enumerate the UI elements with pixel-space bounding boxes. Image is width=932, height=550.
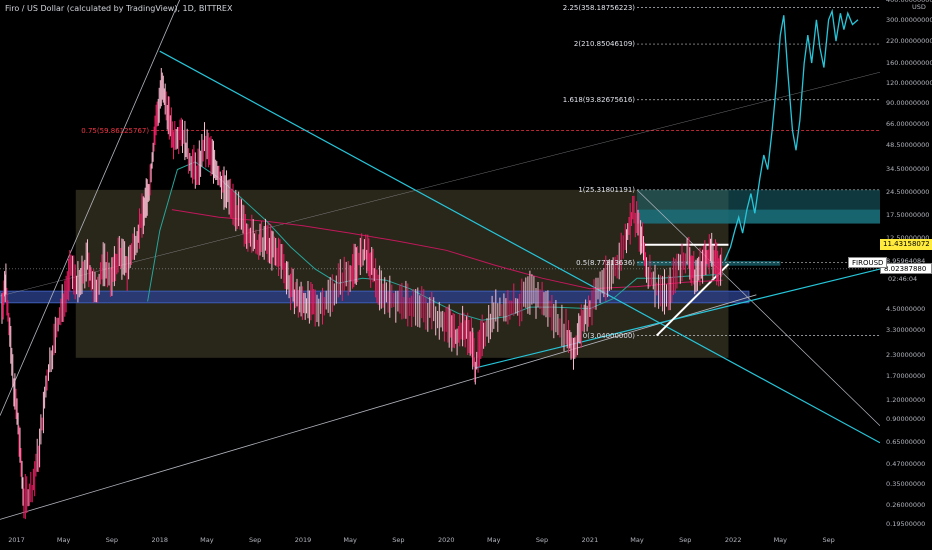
- fib-level-label: 0(3.04000000): [582, 331, 636, 340]
- current-price-badge: 11.43158072: [880, 239, 932, 250]
- teal-band-lower: [637, 209, 880, 224]
- channel-lower-line: [0, 294, 757, 520]
- time-axis[interactable]: 2017 May Sep 2018 May Sep 2019 May Sep 2020 May Sep…: [0, 530, 880, 550]
- time-axis-tick: Sep: [679, 536, 692, 544]
- descending-trendline: [159, 50, 880, 444]
- fib-level-label: 1.618(93.82675616): [562, 95, 636, 104]
- time-axis-tick: May: [487, 536, 501, 544]
- price-axis-tick: 3.30000000: [886, 325, 926, 334]
- time-axis-tick: May: [200, 536, 214, 544]
- time-axis-tick: Sep: [248, 536, 262, 544]
- price-axis-tick: 220.00000000: [886, 37, 932, 46]
- chart-title: Firo / US Dollar (calculated by TradingV…: [5, 4, 233, 13]
- time-axis-tick: 2018: [151, 536, 169, 544]
- time-axis-tick: Sep: [392, 536, 405, 544]
- price-axis-tick: 48.50000000: [886, 141, 930, 150]
- price-axis-tick: 17.50000000: [886, 211, 930, 220]
- price-axis-tick: 0.35000000: [886, 480, 926, 489]
- fib-red-label: 0.75(59.86125767): [81, 126, 150, 135]
- price-chart[interactable]: [0, 0, 880, 530]
- price-axis-tick: 24.50000000: [886, 188, 930, 197]
- channel-upper-line: [0, 0, 181, 416]
- price-axis-tick: 4.50000000: [886, 304, 926, 313]
- fib-level-label: 1(25.31801191): [578, 185, 636, 194]
- price-axis-tick: 0.65000000: [886, 437, 926, 446]
- time-axis-tick: May: [773, 536, 788, 544]
- fib-level-label: 2(210.85046109): [573, 40, 636, 49]
- price-axis-tick: 66.00000000: [886, 119, 930, 128]
- time-axis-tick: 2019: [294, 536, 312, 544]
- fib-level-label: 0.5(8.77313636): [576, 258, 636, 267]
- price-axis-tick: 0.90000000: [886, 415, 926, 424]
- time-axis-tick: 2017: [8, 536, 25, 544]
- price-axis-tick: 120.00000000: [886, 78, 932, 87]
- teal-band-mid: [637, 260, 781, 266]
- symbol-tag: FIROUSD: [848, 256, 888, 268]
- time-axis-tick: 2021: [581, 536, 599, 544]
- channel-middle-line: [0, 71, 880, 297]
- time-axis-tick: Sep: [822, 536, 835, 544]
- price-axis-tick: 1.70000000: [886, 371, 926, 380]
- price-axis-tick: 160.00000000: [886, 59, 932, 68]
- time-axis-tick: 2022: [724, 536, 742, 544]
- price-axis-tick: 0.47000000: [886, 459, 926, 468]
- price-axis-tick: 0.19500000: [886, 520, 926, 529]
- time-axis-tick: Sep: [535, 536, 549, 544]
- time-axis-tick: May: [630, 536, 644, 544]
- price-axis-tick: 300.00000000: [886, 15, 932, 24]
- price-axis-unit: USD: [912, 3, 926, 11]
- time-axis-tick: May: [343, 536, 357, 544]
- fib-diagonal-line: [636, 189, 880, 426]
- price-axis-tick: 8.95964084: [886, 257, 926, 266]
- time-axis-tick: 2020: [437, 536, 455, 544]
- price-axis-tick: 1.20000000: [886, 395, 926, 404]
- countdown-label: 02:46:04: [888, 274, 918, 283]
- price-axis-tick: 2.30000000: [886, 350, 926, 359]
- price-axis-tick: 12.50000000: [886, 234, 929, 242]
- price-axis-tick: 90.00000000: [886, 98, 930, 107]
- time-axis-tick: Sep: [105, 536, 118, 544]
- price-axis-tick: 0.26000000: [886, 500, 926, 509]
- price-axis-tick: 400.00000000: [886, 0, 932, 4]
- time-axis-tick: May: [56, 536, 71, 544]
- price-axis-tick: 34.50000000: [886, 164, 930, 173]
- fib-level-label: 2.25(358.18756223): [562, 3, 636, 12]
- teal-band-upper: [637, 189, 880, 210]
- range-box: [75, 189, 729, 358]
- last-price-badge: 8.02387880: [880, 263, 932, 275]
- ascending-trendline: [475, 268, 880, 369]
- projection-line: [724, 8, 859, 262]
